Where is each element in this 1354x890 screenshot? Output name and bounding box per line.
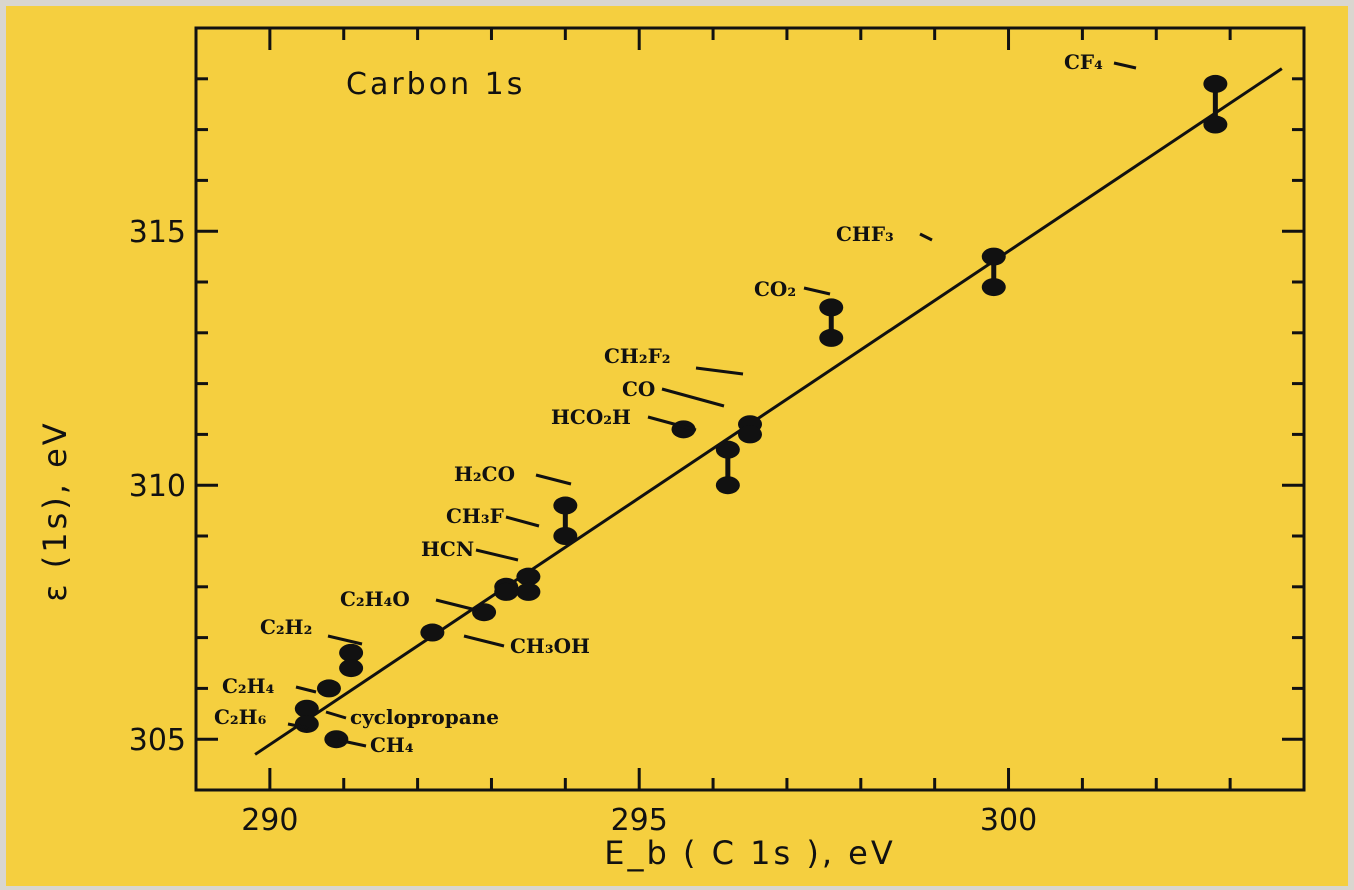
chart-title: Carbon 1s bbox=[346, 67, 525, 102]
point-label: C₂H₂ bbox=[260, 615, 312, 639]
data-point bbox=[516, 567, 541, 586]
data-point-group: H₂CO bbox=[454, 462, 578, 545]
y-tick-label: 315 bbox=[129, 215, 186, 250]
data-point bbox=[420, 623, 445, 642]
data-point-group: cyclopropane bbox=[294, 699, 499, 729]
data-point bbox=[324, 730, 349, 749]
data-point-group: CH₃OH bbox=[420, 623, 590, 658]
data-point bbox=[715, 440, 740, 459]
point-label: HCO₂H bbox=[551, 405, 631, 429]
data-point bbox=[339, 659, 364, 678]
data-point bbox=[819, 298, 844, 317]
data-point bbox=[981, 247, 1006, 266]
data-point bbox=[1203, 115, 1228, 134]
data-point bbox=[819, 328, 844, 347]
leader-line bbox=[463, 634, 505, 648]
point-label: cyclopropane bbox=[350, 705, 499, 729]
axis-ticks: 290 295 300 305 310 315 bbox=[129, 26, 1306, 838]
data-point bbox=[494, 582, 519, 601]
data-point bbox=[981, 278, 1006, 297]
data-point-group: CO bbox=[622, 377, 740, 495]
leader-line bbox=[1113, 61, 1137, 70]
point-label: CHF₃ bbox=[836, 222, 894, 246]
point-label: CH₂F₂ bbox=[604, 344, 671, 368]
point-label: CO₂ bbox=[754, 277, 796, 301]
data-point bbox=[472, 603, 497, 622]
point-label: CH₃OH bbox=[510, 634, 590, 658]
data-point-group: HCO₂H bbox=[551, 405, 697, 439]
y-tick-label: 305 bbox=[129, 723, 186, 758]
data-point bbox=[715, 476, 740, 495]
point-label: CO bbox=[622, 377, 655, 401]
data-point bbox=[738, 425, 762, 444]
leader-line bbox=[337, 738, 367, 748]
point-label: C₂H₄ bbox=[222, 674, 275, 698]
x-tick-label: 295 bbox=[611, 803, 668, 838]
point-label: C₂H₄O bbox=[340, 587, 410, 611]
leader-line bbox=[647, 415, 697, 432]
y-tick-label: 310 bbox=[129, 469, 186, 504]
data-point bbox=[294, 699, 319, 718]
leader-line bbox=[535, 473, 572, 486]
point-label: CH₃F bbox=[446, 504, 504, 528]
leader-line bbox=[919, 232, 933, 242]
data-point bbox=[1203, 74, 1228, 93]
scatter-chart: 290 295 300 305 310 315 CF₄ CHF₃ CO₂ CH₂F₂ CO HCO₂… bbox=[36, 26, 1306, 872]
leader-line bbox=[295, 685, 317, 694]
data-point-group: HCN bbox=[421, 537, 519, 601]
point-label: CH₄ bbox=[370, 733, 414, 757]
data-point-group: CH₄ bbox=[324, 730, 414, 757]
data-point bbox=[553, 496, 578, 515]
chart-frame: 290 295 300 305 310 315 CF₄ CHF₃ CO₂ CH₂F₂ CO HCO₂… bbox=[6, 6, 1348, 886]
leader-line bbox=[325, 710, 347, 720]
x-tick-label: 290 bbox=[241, 803, 298, 838]
data-point bbox=[316, 679, 341, 698]
leader-line bbox=[475, 548, 519, 562]
data-point bbox=[516, 582, 541, 601]
data-point-group: C₂H₄O bbox=[340, 587, 497, 622]
point-label: H₂CO bbox=[454, 462, 515, 486]
leader-line bbox=[435, 598, 477, 612]
data-point-group: CF₄ bbox=[1064, 50, 1228, 134]
data-point bbox=[294, 714, 319, 733]
x-tick-label: 300 bbox=[980, 803, 1037, 838]
data-point bbox=[553, 527, 578, 545]
fit-line bbox=[254, 67, 1283, 756]
data-point-group: C₂H₂ bbox=[260, 615, 364, 678]
leader-line bbox=[695, 366, 744, 376]
point-label: HCN bbox=[421, 537, 474, 561]
data-point-group: CH₂F₂ bbox=[604, 344, 762, 444]
point-label: CF₄ bbox=[1064, 50, 1103, 74]
data-point bbox=[339, 643, 364, 662]
data-points: CF₄ CHF₃ CO₂ CH₂F₂ CO HCO₂H H₂CO CH₃F HCN C₂H₄O CH… bbox=[214, 50, 1228, 757]
y-axis-title: ε (1s), eV bbox=[36, 420, 74, 601]
data-point-group: C₂H₄ bbox=[222, 674, 341, 698]
x-axis-title: E_b ( C 1s ), eV bbox=[604, 834, 895, 872]
data-point-group: CO₂ bbox=[754, 277, 844, 347]
data-point-group: C₂H₆ bbox=[214, 705, 319, 733]
leader-line bbox=[327, 634, 363, 646]
leader-line bbox=[505, 515, 540, 528]
leader-line bbox=[661, 387, 725, 408]
point-label: C₂H₆ bbox=[214, 705, 267, 729]
plot-border bbox=[194, 26, 1306, 792]
data-point-group: CHF₃ bbox=[836, 222, 1006, 297]
leader-line bbox=[803, 286, 831, 296]
data-point-group: CH₃F bbox=[446, 504, 541, 601]
leader-line bbox=[287, 722, 309, 730]
